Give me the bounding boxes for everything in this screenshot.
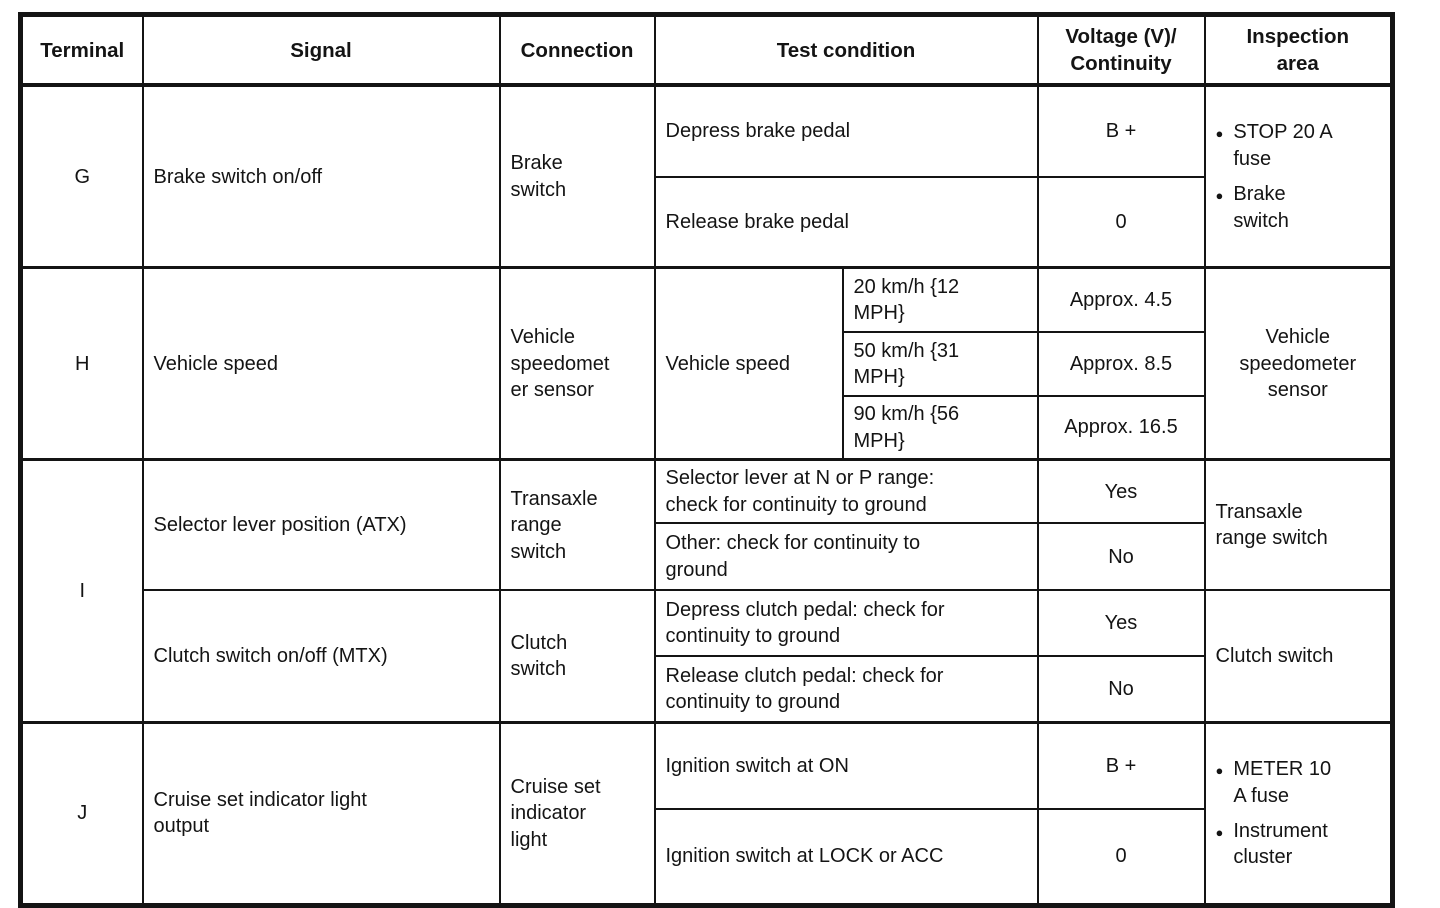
signal-h: Vehicle speed [141,266,501,461]
signal-g: Brake switch on/off [141,83,501,269]
table-row: G Brake switch on/off Brake switch Depre… [19,83,1394,269]
inspection-text: STOP 20 A fuse [1233,121,1333,170]
table-row: Release clutch pedal: check for continui… [21,655,1393,724]
header-signal: Signal [141,13,501,88]
connection-j: Cruise set indicator light [498,720,656,907]
connection-i-mtx: Clutch switch [498,589,656,724]
inspection-list: STOP 20 A fuse Brake switch [1216,117,1381,236]
connection-h: Vehicle speedomet er sensor [498,266,656,461]
terminal-h: H [19,266,144,461]
voltage-j1: B + [1036,720,1206,811]
terminal-g: G [19,83,144,269]
table-row: 50 km/h {31 MPH} Approx. 8.5 [21,330,1393,397]
test-condition-i-mtx2: Release clutch pedal: check for continui… [653,655,1039,724]
test-speed-h3: 90 km/h {56 MPH} [841,394,1039,461]
table-row: Release brake pedal 0 [21,175,1393,269]
header-row: Terminal Signal Connection Test conditio… [19,13,1394,88]
header-test-condition: Test condition [653,13,1039,88]
header-inspection-area: Inspection area [1203,13,1394,88]
test-speed-h2: 50 km/h {31 MPH} [841,330,1039,397]
inspection-area-g: STOP 20 A fuse Brake switch [1203,83,1394,269]
table-row: Clutch switch on/off (MTX) Clutch switch… [21,589,1394,724]
connection-g: Brake switch [498,83,656,269]
test-condition-j2: Ignition switch at LOCK or ACC [653,808,1039,907]
test-condition-i-atx1: Selector lever at N or P range: check fo… [653,458,1039,525]
test-condition-i-mtx1: Depress clutch pedal: check for continui… [653,589,1039,658]
signal-i-atx: Selector lever position (ATX) [141,458,501,592]
table-row: Other: check for continuity to ground No [21,522,1393,592]
inspection-area-i-atx: Transaxle range switch [1203,458,1394,592]
inspection-bullet-item: Instrument cluster [1216,818,1381,871]
inspection-text: Instrument cluster [1233,819,1328,869]
connection-i-atx: Transaxle range switch [498,458,656,592]
table-row: H Vehicle speed Vehicle speedomet er sen… [19,266,1394,461]
voltage-i-mtx2: No [1036,655,1206,724]
header-voltage-continuity: Voltage (V)/ Continuity [1036,13,1206,88]
voltage-h3: Approx. 16.5 [1036,394,1206,461]
document-page: Terminal Signal Connection Test conditio… [18,12,1395,908]
voltage-i-atx2: No [1036,522,1206,592]
signal-i-mtx: Clutch switch on/off (MTX) [141,589,501,724]
terminal-i: I [19,458,144,724]
table-row: I Selector lever position (ATX) Transaxl… [19,458,1394,724]
inspection-bullet-item: STOP 20 A fuse [1216,119,1381,172]
voltage-j2: 0 [1036,808,1206,907]
test-condition-h-label: Vehicle speed [653,266,844,461]
voltage-h1: Approx. 4.5 [1036,266,1206,333]
voltage-i-mtx1: Yes [1036,589,1206,658]
terminal-voltage-table: Terminal Signal Connection Test conditio… [18,12,1395,908]
test-condition-i-atx2: Other: check for continuity to ground [653,522,1039,592]
voltage-i-atx1: Yes [1036,458,1206,525]
bullet-icon [1216,181,1234,209]
voltage-g2: 0 [1036,175,1206,269]
bullet-icon [1216,119,1234,147]
inspection-area-h: Vehicle speedometer sensor [1203,266,1394,461]
header-connection: Connection [498,13,656,88]
voltage-h2: Approx. 8.5 [1036,330,1206,397]
inspection-text: Brake switch [1233,183,1289,232]
test-speed-h1: 20 km/h {12 MPH} [841,266,1039,333]
signal-j: Cruise set indicator light output [141,720,501,907]
inspection-bullet-item: METER 10 A fuse [1216,756,1381,809]
inspection-text: METER 10 A fuse [1233,758,1332,807]
table-row: J Cruise set indicator light output Crui… [19,720,1394,907]
voltage-g1: B + [1036,83,1206,178]
inspection-area-i-mtx: Clutch switch [1203,589,1394,724]
bullet-icon [1216,818,1234,846]
header-terminal: Terminal [19,13,144,88]
terminal-j: J [19,720,144,907]
test-condition-j1: Ignition switch at ON [653,720,1039,811]
table-row: 90 km/h {56 MPH} Approx. 16.5 [21,394,1393,461]
test-condition-g1: Depress brake pedal [653,83,1039,178]
inspection-area-j: METER 10 A fuse Instrument cluster [1203,720,1394,907]
test-condition-g2: Release brake pedal [653,175,1039,269]
inspection-bullet-item: Brake switch [1216,181,1381,234]
inspection-list: METER 10 A fuse Instrument cluster [1216,754,1381,873]
